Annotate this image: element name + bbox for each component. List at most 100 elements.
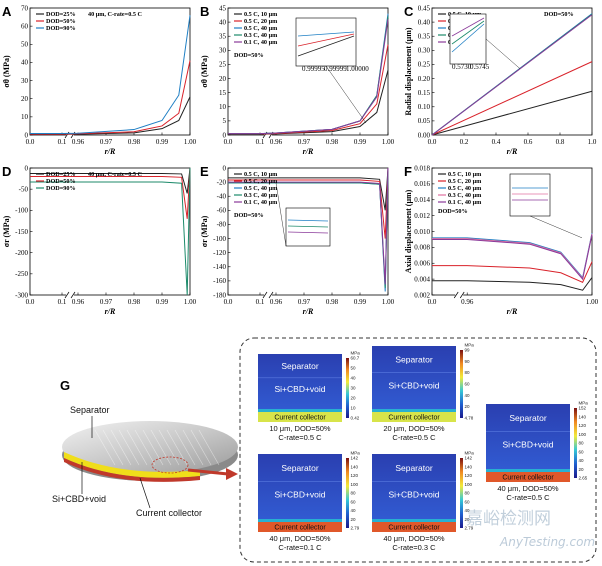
x-axis-label: r/R [507, 307, 518, 316]
y-tick-label: 50 [21, 41, 29, 49]
y-tick-label: 0.25 [418, 61, 431, 69]
panel-letter: E [200, 164, 209, 179]
sim-results-frame [239, 337, 597, 563]
y-tick-label: 20 [21, 95, 29, 103]
series-line [228, 19, 389, 135]
y-tick-label: 0.006 [414, 260, 430, 268]
sim-caption-line1: 10 μm, DOD=50% [269, 424, 331, 433]
y-tick-label: 0.30 [418, 47, 431, 55]
watermark-en: AnyTesting.com [499, 535, 595, 549]
x-tick-label: 0.96 [270, 138, 283, 146]
series-line [30, 167, 191, 219]
inset-pointer [529, 215, 583, 239]
sim-gradient-band [258, 409, 342, 412]
inset-tick-label: 0.5730 [452, 63, 472, 71]
colorbar-tick: 60 [465, 382, 471, 387]
inset-frame [449, 13, 487, 65]
x-tick-label: 0.96 [461, 298, 474, 306]
inset-pointer [325, 65, 367, 124]
x-tick-label: 1.00 [382, 138, 395, 146]
y-tick-label: 0.45 [418, 4, 431, 12]
colorbar-tick: 120 [579, 423, 587, 428]
x-tick-label: 0.97 [100, 138, 113, 146]
disc-texture [174, 429, 196, 466]
x-tick-label: 1.0 [588, 138, 597, 146]
y-tick-label: 0.05 [418, 117, 431, 125]
sim-cc-label: Current collector [388, 415, 440, 422]
label-current-collector: Current collector [136, 508, 202, 518]
sim-separator-label: Separator [281, 463, 318, 473]
colorbar-tick: 140 [579, 414, 587, 419]
x-tick-label: 0.96 [72, 138, 85, 146]
legend-entry: DOD=50% [46, 178, 76, 185]
y-tick-label: 20 [219, 75, 227, 83]
disc-texture [182, 429, 204, 466]
colorbar-min: 2.65 [579, 476, 588, 481]
sim-cc-label: Current collector [388, 525, 440, 532]
y-tick-label: 0 [223, 131, 227, 139]
colorbar-max: 152 [579, 406, 587, 411]
y-tick-label: 0.40 [418, 18, 431, 26]
y-tick-label: 40 [21, 59, 29, 67]
colorbar-tick: 80 [465, 491, 471, 496]
legend-entry: DOD=90% [46, 185, 76, 192]
colorbar-tick: 100 [579, 432, 587, 437]
colorbar-min: 0.42 [351, 416, 360, 421]
x-tick-label: 1.00 [382, 298, 395, 306]
sim-current-collector [486, 472, 570, 482]
x-tick-label: 0.4 [492, 138, 501, 146]
chart-panel-f: F0.0020.0040.0060.0080.0100.0120.0140.01… [404, 164, 599, 316]
disc-texture [150, 429, 172, 466]
y-tick-label: 5 [223, 117, 227, 125]
inset-line [451, 23, 485, 53]
disc-top [62, 421, 238, 473]
disc-cc-layer [64, 458, 200, 482]
x-tick-label: 0.0 [224, 298, 233, 306]
x-axis-label: r/R [303, 147, 314, 156]
legend-note: DOD=50% [544, 11, 574, 18]
disc-texture [94, 429, 116, 466]
series-line [432, 277, 593, 291]
chart-panel-c: C 0.00 0.05 0.10 0.15 0.20 0.25 0.30 0.35 0.40 0.4… [404, 4, 597, 156]
inset-line [287, 231, 329, 234]
disc-texture [118, 429, 140, 466]
y-axis-label: σr (MPa) [200, 215, 209, 247]
y-tick-label: -60 [217, 207, 227, 215]
y-tick-label: 35 [219, 33, 227, 41]
x-tick-label: 0.98 [326, 298, 339, 306]
y-tick-label: 60 [21, 22, 29, 30]
legend-entry: 0.5 C, 40 μm [244, 185, 278, 192]
colorbar-tick: 20 [465, 517, 471, 522]
y-tick-label: -120 [213, 249, 226, 257]
x-tick-label: 1.00 [586, 298, 599, 306]
axis-break-mark [64, 291, 70, 299]
series-line [432, 233, 593, 280]
series-line [228, 167, 389, 288]
y-tick-label: 70 [21, 4, 29, 12]
colorbar-tick: 120 [351, 473, 359, 478]
sim-middle-label: Si+CBD+void [388, 490, 439, 500]
series-line [228, 69, 389, 135]
sim-tile-s2: Separator Si+CBD+void Current collector 20 … [372, 343, 474, 442]
inset-pointer [485, 38, 521, 69]
sim-gradient-band [372, 519, 456, 522]
series-line [30, 167, 191, 296]
series-line [30, 60, 191, 135]
disc-texture [126, 429, 148, 466]
disc-texture [158, 429, 180, 466]
plot-frame [227, 167, 389, 296]
colorbar-tick: 20 [351, 396, 357, 401]
y-tick-label: 0.016 [414, 180, 430, 188]
inset-line [451, 17, 485, 37]
y-tick-label: -300 [15, 291, 28, 299]
sim-caption-line2: C-rate=0.5 C [506, 493, 550, 502]
y-axis-label: Axial displacement (μm) [404, 189, 413, 273]
legend-entry: DOD=25% [46, 171, 76, 178]
axis-break-gap [264, 132, 272, 138]
sim-tile-s5: Separator Si+CBD+void Current collector 40 … [372, 451, 474, 552]
legend-entry: DOD=90% [46, 25, 76, 32]
x-tick-label: 0.96 [72, 298, 85, 306]
legend-entry: 0.5 C, 10 μm [244, 11, 278, 18]
y-tick-label: -150 [15, 228, 28, 236]
